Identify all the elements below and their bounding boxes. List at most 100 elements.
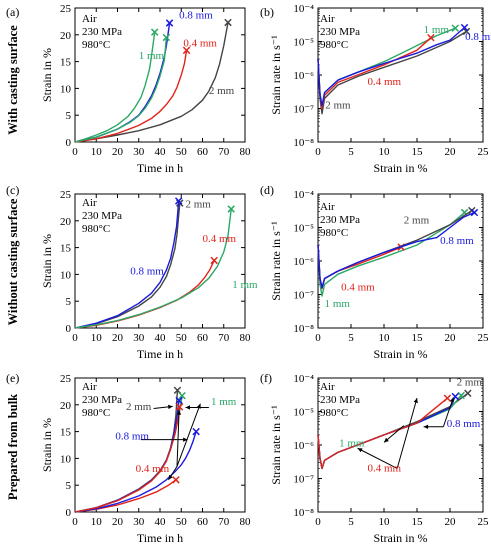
y-tick-label: 10⁻⁴ (293, 189, 314, 201)
series-annotation: 0.8 mm (130, 265, 164, 277)
x-tick-label: 10 (379, 332, 391, 344)
panel-e: 0 10 20 30 40 50 60 70 80 0 5 10 15 20 25 Time in h Stra… (6, 371, 251, 545)
x-tick-label: 0 (72, 516, 78, 528)
series-line (74, 200, 180, 329)
series-annotation: 0.4 mm (368, 76, 402, 88)
rupture-marker (150, 28, 159, 36)
x-tick-label: 0 (315, 332, 321, 344)
x-tick-label: 80 (240, 516, 252, 528)
y-tick-label: 10 (60, 83, 72, 95)
y-tick-label: 10⁻⁵ (293, 407, 314, 419)
annotation-arrow (442, 397, 454, 427)
x-tick-label: 60 (197, 516, 209, 528)
series-line (317, 397, 448, 470)
x-tick-label: 20 (445, 332, 457, 344)
series-annotation: 0.4 mm (136, 463, 170, 475)
rupture-marker (470, 208, 479, 217)
y-tick-label: 10⁻⁶ (293, 440, 314, 452)
annotation-arrowhead (384, 437, 389, 443)
x-tick-label: 20 (112, 516, 124, 528)
x-tick-label: 0 (72, 332, 78, 344)
x-tick-label: 10 (91, 516, 103, 528)
rupture-marker (172, 476, 180, 484)
annotation-arrowhead (423, 424, 429, 429)
condition-line: 230 MPa (82, 210, 122, 222)
series-annotation: 1 mm (339, 438, 365, 450)
x-tick-label: 25 (478, 516, 490, 528)
y-tick-label: 10⁻⁵ (293, 37, 314, 49)
x-tick-label: 40 (155, 146, 167, 158)
y-tick-label: 25 (60, 373, 72, 385)
rupture-marker (464, 389, 472, 398)
y-tick-label: 15 (60, 243, 72, 255)
y-tick-label: 25 (60, 3, 72, 15)
y-tick-label: 15 (60, 57, 72, 69)
condition-line: Air (320, 381, 335, 393)
series-annotation: 0.8 mm (465, 31, 491, 43)
x-tick-label: 5 (348, 146, 354, 158)
annotation-arrowhead (357, 448, 363, 453)
rupture-marker (457, 391, 465, 400)
x-tick-label: 50 (176, 516, 188, 528)
y-tick-label: 5 (66, 110, 72, 122)
annotation-arrowhead (449, 397, 454, 403)
rupture-marker (175, 396, 183, 405)
condition-line: 980°C (320, 407, 348, 419)
series-line (74, 406, 181, 513)
rupture-marker (427, 33, 435, 42)
annotation-arrow (396, 398, 418, 469)
rupture-marker (443, 394, 452, 402)
x-tick-label: 0 (72, 146, 78, 158)
x-tick-label: 10 (379, 146, 391, 158)
rupture-marker (182, 46, 191, 55)
y-tick-label: 15 (60, 427, 72, 439)
panel-c: 0 10 20 30 40 50 60 70 80 0 5 10 15 20 25 Time in h Stra… (6, 183, 258, 361)
series-line (74, 203, 181, 329)
y-tick-label: 10 (60, 453, 72, 465)
panel-d: 0 5 10 15 20 25 10⁻⁸ 10⁻⁷ 10⁻⁶ 10⁻⁵ 10⁻⁴ Strain in … (260, 183, 489, 361)
panel-label: (a) (6, 5, 19, 19)
x-tick-label: 30 (133, 332, 145, 344)
panel-f: 0 5 10 15 20 25 10⁻⁸ 10⁻⁷ 10⁻⁶ 10⁻⁵ 10⁻⁴ Strain in … (260, 371, 489, 545)
series-annotation: 1 mm (424, 24, 450, 36)
y-tick-label: 10⁻⁸ (293, 323, 314, 335)
panel-label: (c) (6, 183, 19, 197)
series-line (74, 208, 232, 329)
panel-label: (f) (260, 371, 272, 385)
x-tick-label: 15 (412, 146, 424, 158)
row-label-2: Without casting surface (6, 198, 20, 325)
y-tick-label: 20 (60, 30, 72, 42)
annotation-arrowhead (183, 437, 188, 442)
x-tick-label: 70 (218, 332, 230, 344)
annotation-arrow (176, 410, 180, 467)
series-annotation: 2 mm (404, 215, 430, 227)
x-tick-label: 70 (218, 146, 230, 158)
x-tick-label: 10 (379, 516, 391, 528)
x-tick-label: 50 (176, 146, 188, 158)
y-tick-label: 10⁻⁴ (293, 373, 314, 385)
condition-line: 230 MPa (82, 394, 122, 406)
condition-line: 980°C (82, 407, 110, 419)
series-annotation: 2 mm (457, 376, 483, 388)
x-tick-label: 80 (240, 332, 252, 344)
y-tick-label: 20 (60, 400, 72, 412)
condition-line: 980°C (320, 39, 348, 51)
y-tick-label: 0 (66, 323, 72, 335)
panel-a: 0 10 20 30 40 50 60 70 80 0 5 10 15 20 25 Time in h Stra… (6, 3, 251, 175)
series-annotation: 0.4 mm (183, 38, 217, 50)
series-annotation: 0.4 mm (203, 233, 237, 245)
series-line (74, 50, 188, 143)
x-axis-label: Strain in % (374, 531, 428, 545)
x-tick-label: 10 (91, 332, 103, 344)
condition-line: 230 MPa (320, 394, 360, 406)
y-tick-label: 5 (66, 296, 72, 308)
series-line (317, 211, 465, 297)
panel-label: (d) (260, 183, 274, 197)
y-tick-label: 10⁻⁶ (293, 70, 314, 82)
series-annotation: 0.4 mm (368, 463, 402, 475)
x-tick-label: 15 (412, 332, 424, 344)
y-tick-label: 25 (60, 189, 72, 201)
series-annotation: 1 mm (325, 298, 351, 310)
panel-b: 0 5 10 15 20 25 10⁻⁸ 10⁻⁷ 10⁻⁶ 10⁻⁵ 10⁻⁴ Strain in … (260, 3, 491, 175)
rupture-marker (224, 18, 232, 27)
